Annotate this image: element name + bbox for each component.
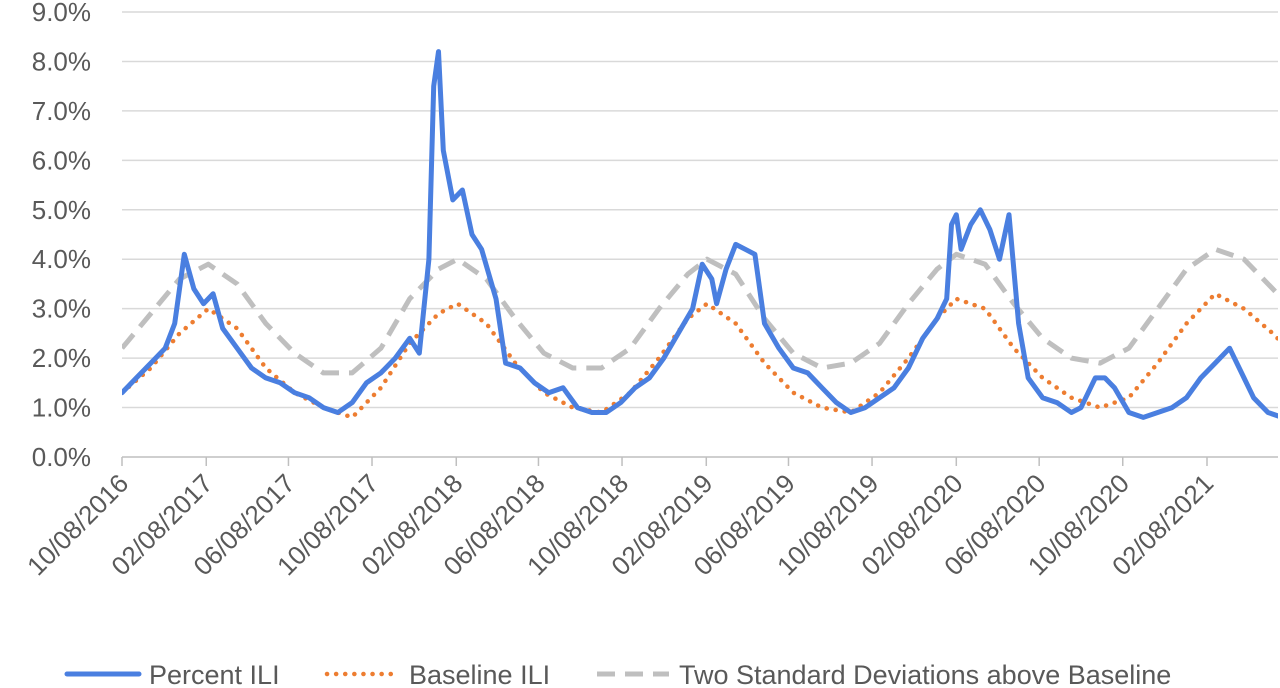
y-tick-label: 0.0% [32,442,91,472]
y-tick-label: 2.0% [32,343,91,373]
y-axis-ticks: 0.0% 1.0% 2.0% 3.0% 4.0% 5.0% 6.0% 7.0% 8.0% 9.0% [32,0,91,472]
y-tick-label: 4.0% [32,244,91,274]
series-line-percent-ili [122,49,1278,420]
y-tick-label: 1.0% [32,393,91,423]
x-axis [121,456,1278,466]
y-tick-label: 5.0% [32,195,91,225]
y-tick-label: 7.0% [32,96,91,126]
y-tick-label: 8.0% [32,46,91,76]
y-tick-label: 6.0% [32,145,91,175]
gridlines [122,11,1278,409]
series-line-two-standard-deviations-above-baseline [122,246,1278,376]
y-tick-label: 3.0% [32,294,91,324]
legend-label: Percent ILI [149,660,280,688]
legend: Percent ILI Baseline ILI Two Standard Devi… [64,660,1171,688]
legend-label: Two Standard Deviations above Baseline [679,660,1171,688]
x-axis-ticks: 10/08/201602/08/201706/08/201710/08/2017… [21,468,1219,581]
y-tick-label: 9.0% [32,0,91,27]
series-lines [122,49,1278,420]
series-line-baseline-ili [122,291,1278,420]
legend-label: Baseline ILI [409,660,550,688]
